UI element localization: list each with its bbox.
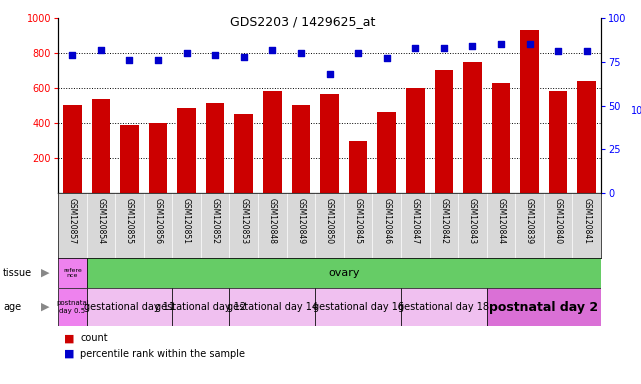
Bar bbox=[58, 288, 87, 326]
Point bbox=[124, 57, 135, 63]
Text: GSM120844: GSM120844 bbox=[497, 197, 506, 244]
Point bbox=[581, 48, 592, 54]
Text: GSM120846: GSM120846 bbox=[382, 197, 391, 244]
Text: GSM120842: GSM120842 bbox=[439, 197, 448, 243]
Text: percentile rank within the sample: percentile rank within the sample bbox=[80, 349, 246, 359]
Text: GSM120854: GSM120854 bbox=[96, 197, 105, 244]
Point bbox=[181, 50, 192, 56]
Y-axis label: 100%: 100% bbox=[631, 106, 641, 116]
Bar bbox=[578, 81, 596, 193]
Text: GSM120840: GSM120840 bbox=[554, 197, 563, 244]
Point bbox=[324, 71, 335, 77]
Bar bbox=[549, 91, 567, 193]
Text: ▶: ▶ bbox=[41, 302, 49, 312]
Text: GSM120849: GSM120849 bbox=[296, 197, 305, 244]
Bar bbox=[229, 288, 315, 326]
Text: ■: ■ bbox=[64, 333, 75, 343]
Text: gestational day 14: gestational day 14 bbox=[227, 302, 318, 312]
Bar bbox=[320, 94, 339, 193]
Point bbox=[410, 45, 420, 51]
Bar bbox=[349, 141, 367, 193]
Text: GSM120848: GSM120848 bbox=[268, 197, 277, 243]
Text: GSM120847: GSM120847 bbox=[411, 197, 420, 244]
Text: GSM120843: GSM120843 bbox=[468, 197, 477, 244]
Text: refere
nce: refere nce bbox=[63, 268, 81, 278]
Text: GSM120845: GSM120845 bbox=[354, 197, 363, 244]
Bar bbox=[263, 91, 281, 193]
Bar bbox=[315, 288, 401, 326]
Point bbox=[438, 45, 449, 51]
Point bbox=[210, 52, 221, 58]
Bar bbox=[378, 112, 396, 193]
Text: ▶: ▶ bbox=[41, 268, 49, 278]
Bar bbox=[58, 258, 87, 288]
Text: GSM120855: GSM120855 bbox=[125, 197, 134, 244]
Bar bbox=[401, 288, 487, 326]
Bar bbox=[492, 83, 510, 193]
Point bbox=[67, 52, 78, 58]
Point bbox=[524, 41, 535, 47]
Text: GSM120839: GSM120839 bbox=[525, 197, 534, 244]
Text: gestational day 12: gestational day 12 bbox=[155, 302, 246, 312]
Text: postnatal day 2: postnatal day 2 bbox=[489, 301, 599, 313]
Point bbox=[381, 55, 392, 61]
Point bbox=[496, 41, 506, 47]
Point bbox=[353, 50, 363, 56]
Point bbox=[467, 43, 478, 49]
Bar bbox=[178, 108, 196, 193]
Bar bbox=[206, 103, 224, 193]
Point bbox=[238, 53, 249, 60]
Bar bbox=[63, 106, 81, 193]
Bar bbox=[235, 114, 253, 193]
Text: GSM120852: GSM120852 bbox=[211, 197, 220, 243]
Text: GDS2203 / 1429625_at: GDS2203 / 1429625_at bbox=[229, 15, 375, 28]
Text: count: count bbox=[80, 333, 108, 343]
Bar bbox=[120, 125, 138, 193]
Text: GSM120850: GSM120850 bbox=[325, 197, 334, 244]
Bar bbox=[172, 288, 229, 326]
Point bbox=[296, 50, 306, 56]
Point bbox=[153, 57, 163, 63]
Bar bbox=[435, 71, 453, 193]
Text: gestational day 11: gestational day 11 bbox=[84, 302, 175, 312]
Bar bbox=[487, 288, 601, 326]
Bar bbox=[292, 106, 310, 193]
Point bbox=[267, 46, 278, 53]
Text: GSM120857: GSM120857 bbox=[68, 197, 77, 244]
Bar bbox=[149, 123, 167, 193]
Bar bbox=[520, 30, 539, 193]
Bar bbox=[463, 62, 481, 193]
Text: ■: ■ bbox=[64, 349, 75, 359]
Text: gestational day 18: gestational day 18 bbox=[398, 302, 489, 312]
Bar bbox=[406, 88, 424, 193]
Text: GSM120851: GSM120851 bbox=[182, 197, 191, 243]
Text: postnatal
day 0.5: postnatal day 0.5 bbox=[56, 301, 88, 313]
Text: ovary: ovary bbox=[328, 268, 360, 278]
Text: GSM120853: GSM120853 bbox=[239, 197, 248, 244]
Point bbox=[553, 48, 563, 54]
Bar bbox=[87, 288, 172, 326]
Text: age: age bbox=[3, 302, 21, 312]
Point bbox=[96, 46, 106, 53]
Text: GSM120841: GSM120841 bbox=[582, 197, 591, 243]
Text: gestational day 16: gestational day 16 bbox=[313, 302, 404, 312]
Text: GSM120856: GSM120856 bbox=[154, 197, 163, 244]
Bar bbox=[92, 99, 110, 193]
Text: tissue: tissue bbox=[3, 268, 32, 278]
